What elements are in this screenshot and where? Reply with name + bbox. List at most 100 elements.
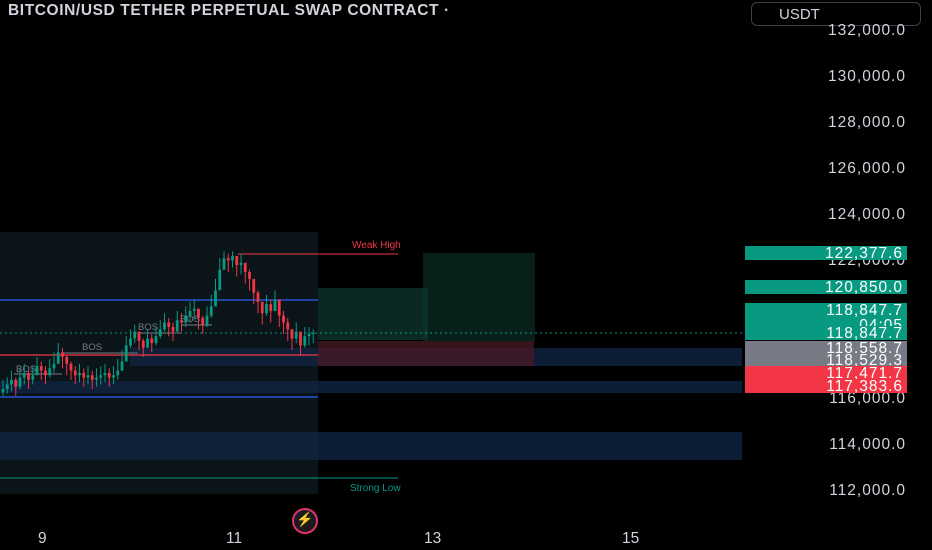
candle-up: [239, 262, 243, 266]
time-axis-tick: 9: [38, 530, 47, 547]
price-axis-tick: 132,000.0: [828, 22, 906, 39]
candle-down: [252, 278, 256, 293]
candle-down: [82, 372, 86, 378]
price-axis-tick: 124,000.0: [828, 206, 906, 223]
candle-up: [184, 315, 188, 323]
candle-down: [90, 375, 94, 380]
price-axis-tick: 114,000.0: [829, 436, 906, 453]
candle-down: [260, 301, 264, 314]
bos-label: BOS: [82, 342, 102, 353]
candle-up: [112, 375, 115, 378]
candle-up: [86, 375, 90, 378]
strong-low-label: Strong Low: [350, 483, 401, 494]
candle-up: [129, 338, 132, 346]
price-tag-red: 117,383.6: [745, 379, 907, 393]
price-tag-weak-high: 122,377.6: [745, 246, 907, 260]
candle-down: [243, 262, 247, 272]
symbol-title[interactable]: BITCOIN/USD TETHER PERPETUAL SWAP CONTRA…: [8, 2, 450, 19]
candle-up: [22, 372, 26, 378]
position-stop-zone[interactable]: [318, 341, 534, 366]
candle-down: [299, 331, 302, 346]
candle-up: [5, 384, 9, 390]
candle-down: [137, 331, 141, 341]
candle-up: [154, 336, 158, 344]
candle-down: [256, 292, 260, 302]
candle-down: [282, 315, 285, 323]
candle-up: [303, 336, 307, 346]
candle-up: [10, 379, 13, 385]
price-axis-tick: 112,000.0: [829, 482, 906, 499]
candle-down: [277, 299, 281, 316]
candle-up: [294, 331, 298, 339]
candle-down: [150, 338, 154, 344]
candle-down: [73, 370, 77, 376]
candle-up: [99, 375, 103, 378]
order-block-zone: [0, 381, 742, 393]
price-axis-tick: 116,000.0: [829, 390, 906, 407]
price-axis-tick: 130,000.0: [828, 68, 906, 85]
candle-down: [269, 304, 273, 311]
candle-up: [95, 377, 98, 380]
candle-down: [65, 356, 69, 364]
candle-down: [14, 379, 18, 387]
candle-up: [231, 255, 234, 261]
candle-up: [52, 363, 56, 369]
candle-down: [201, 317, 205, 325]
time-axis-tick: 13: [424, 530, 442, 547]
candle-down: [69, 363, 73, 371]
lightning-icon[interactable]: ⚡: [292, 508, 318, 534]
price-tag-grey: 118,558.7: [745, 341, 907, 355]
candle-up: [18, 377, 22, 387]
candle-down: [286, 322, 290, 330]
candle-down: [39, 366, 43, 371]
candle-up: [188, 310, 192, 316]
price-tag-red: 117,471.7: [745, 366, 907, 380]
price-axis-tick: 126,000.0: [828, 160, 906, 177]
candle-up: [222, 258, 226, 270]
candle-up: [209, 306, 213, 316]
candle-up: [273, 299, 277, 311]
candle-down: [290, 329, 294, 339]
candle-up: [1, 389, 5, 393]
candlestick-series: [1, 251, 315, 396]
candle-up: [205, 315, 209, 325]
last-price-value: 118,847.7: [826, 303, 903, 319]
candle-up: [146, 338, 149, 348]
price-tag-last-close: 118,847.7: [745, 326, 907, 340]
candle-down: [27, 372, 30, 380]
candle-down: [197, 308, 200, 318]
candle-down: [180, 320, 183, 323]
candle-down: [44, 370, 47, 376]
candle-up: [218, 269, 222, 291]
candle-down: [226, 258, 230, 261]
price-tag-blue-level: 120,850.0: [745, 280, 907, 294]
candle-down: [167, 322, 171, 328]
time-axis-tick: 15: [622, 530, 640, 547]
candle-down: [107, 372, 111, 378]
candle-up: [214, 290, 217, 307]
currency-selector[interactable]: USDT: [751, 2, 921, 26]
candle-down: [248, 271, 251, 279]
candle-up: [48, 368, 52, 376]
position-target-zone[interactable]: [423, 253, 535, 341]
candle-up: [78, 372, 81, 376]
candle-up: [124, 345, 128, 362]
candle-up: [31, 375, 35, 380]
candle-up: [116, 370, 120, 376]
candle-up: [56, 352, 60, 364]
price-axis-tick: 128,000.0: [828, 114, 906, 131]
candle-up: [175, 320, 179, 332]
candle-up: [192, 308, 196, 311]
order-block-zone: [0, 432, 742, 460]
candle-up: [307, 333, 311, 337]
candle-down: [235, 255, 239, 266]
time-axis-tick: 11: [226, 530, 243, 547]
candle-up: [35, 366, 39, 376]
weak-high-label: Weak High: [352, 240, 401, 251]
candle-up: [120, 361, 124, 371]
position-target-zone[interactable]: [318, 288, 428, 340]
candle-up: [158, 329, 162, 337]
candle-up: [133, 331, 137, 339]
candle-up: [163, 322, 166, 330]
